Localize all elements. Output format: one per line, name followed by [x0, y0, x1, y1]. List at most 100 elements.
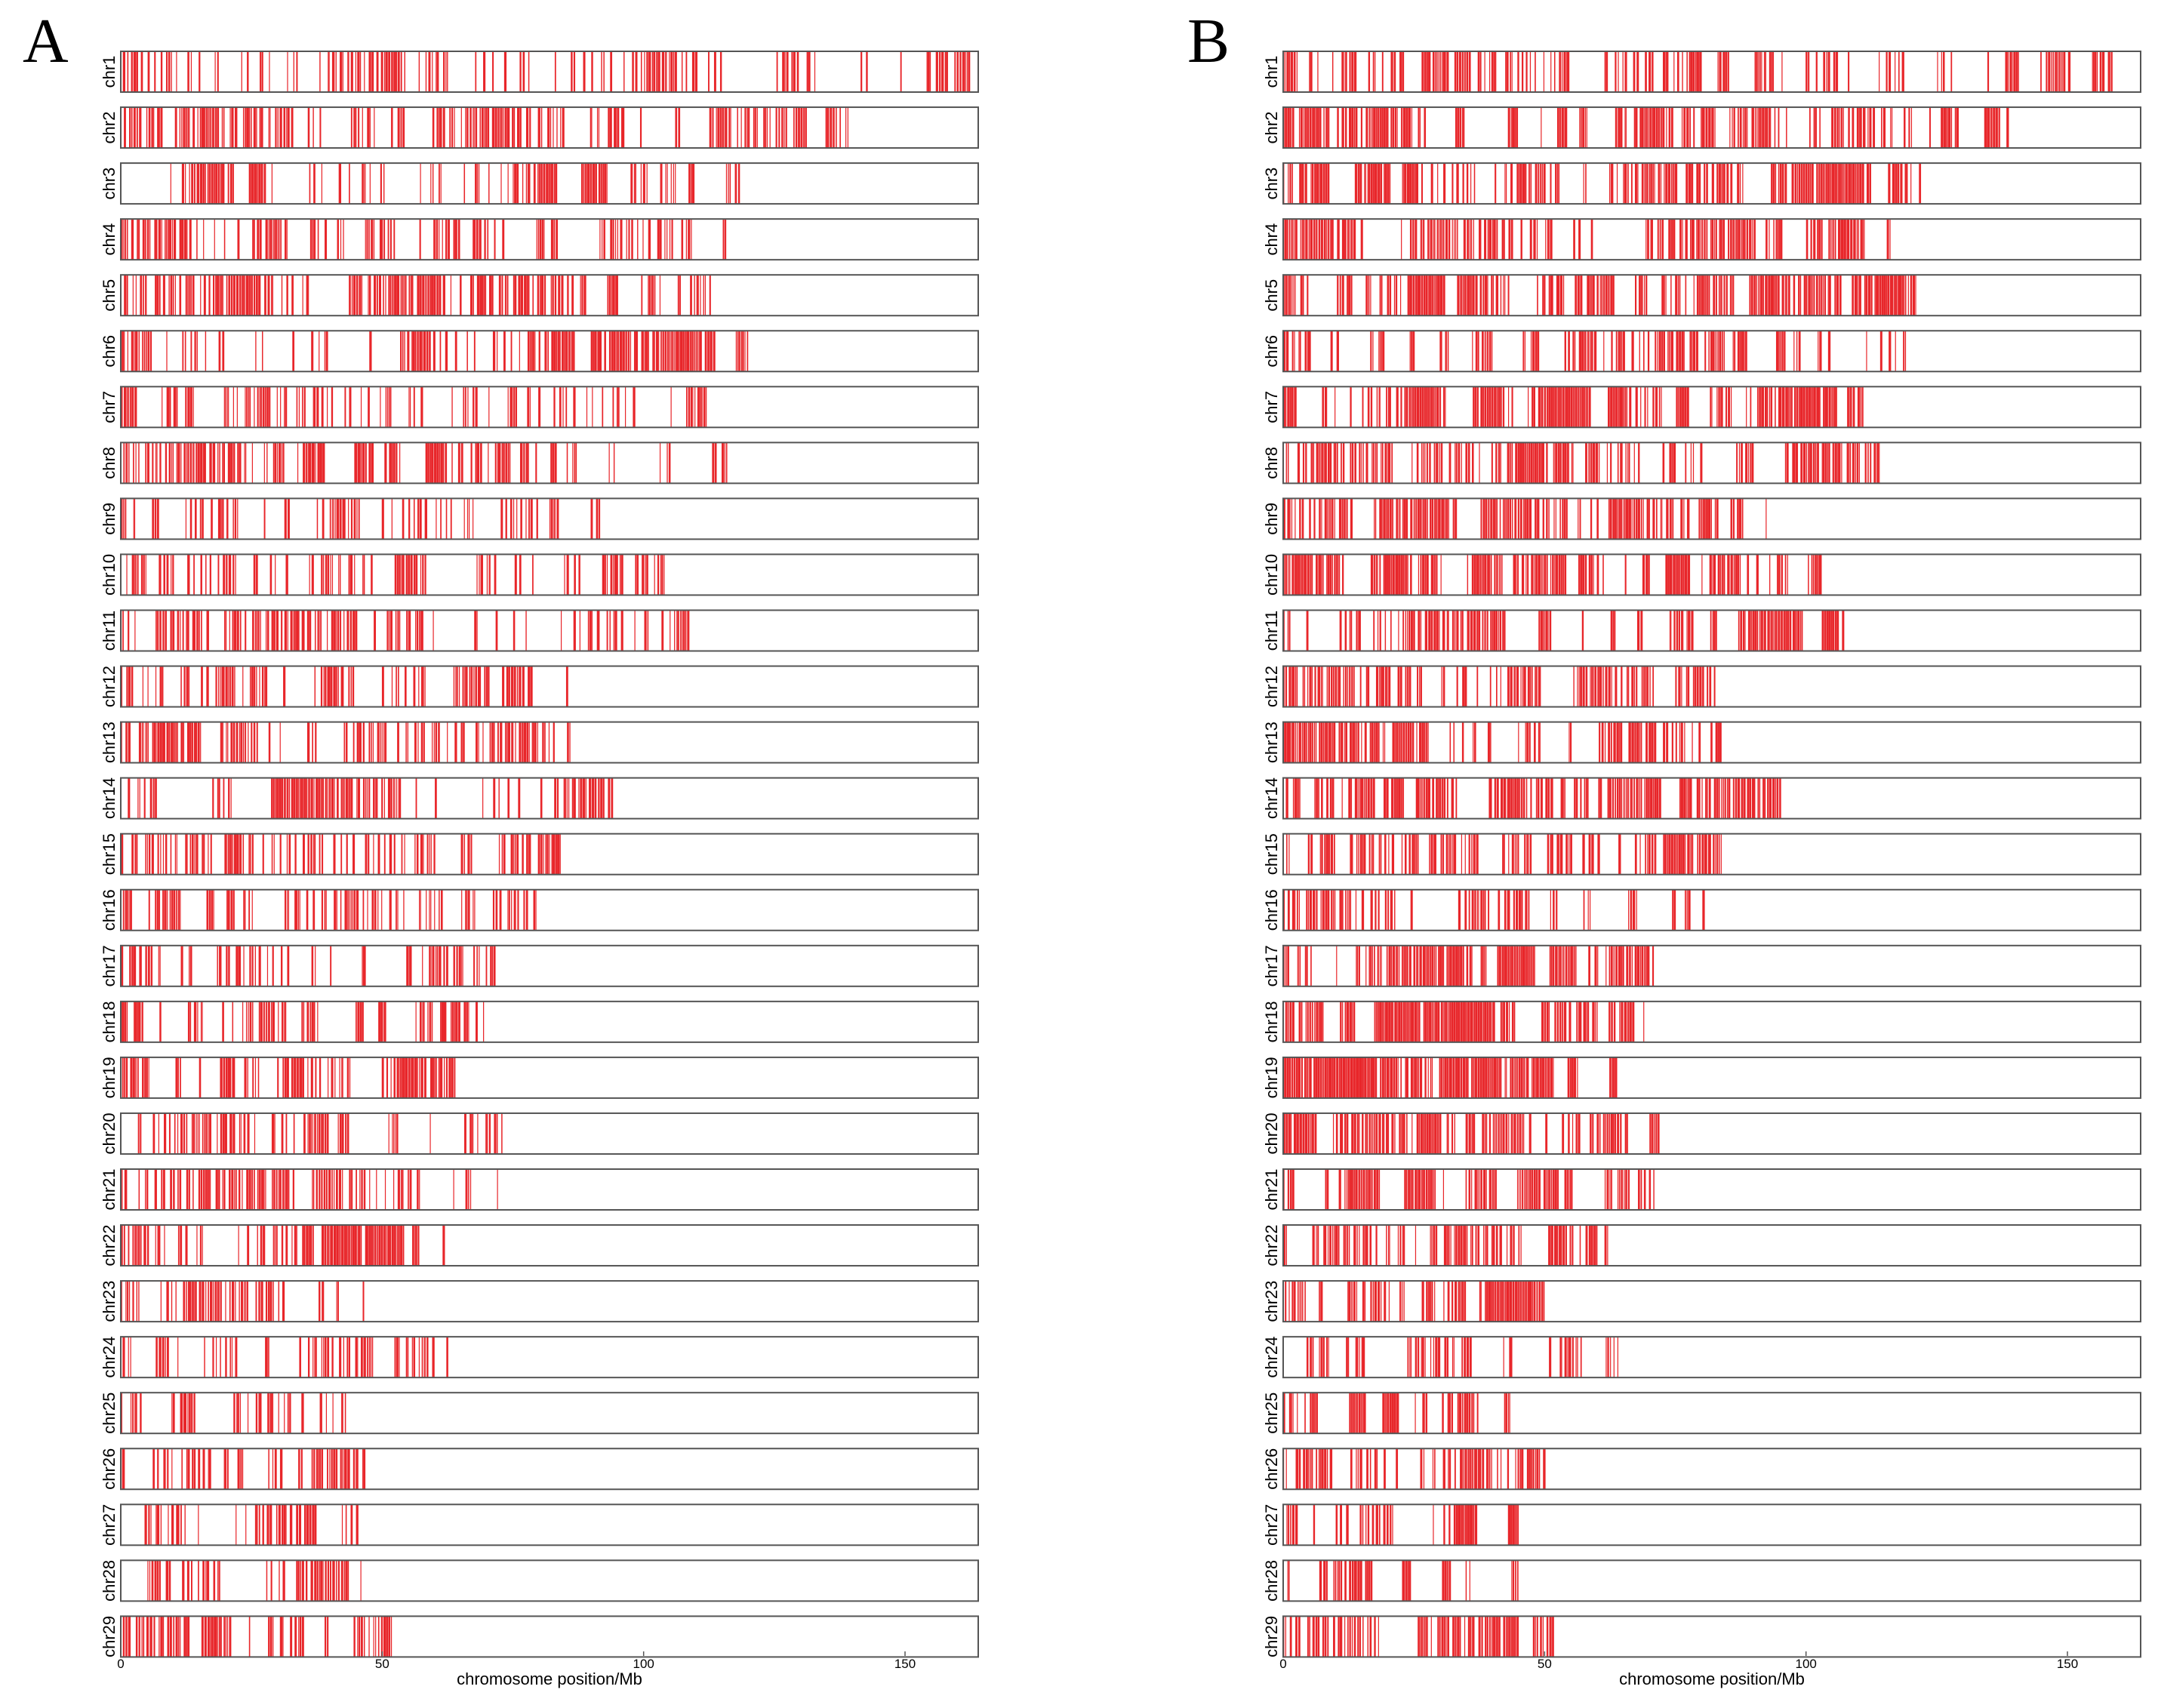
marker-mark: [209, 1113, 211, 1154]
marker-mark: [1876, 442, 1879, 484]
marker-mark: [434, 889, 436, 931]
marker-mark: [375, 777, 377, 819]
marker-mark: [331, 554, 334, 595]
marker-mark: [360, 442, 362, 484]
marker-mark: [358, 1616, 361, 1657]
chromosome-frame: [1282, 721, 2141, 764]
marker-mark: [377, 275, 378, 316]
marker-mark: [127, 1281, 129, 1322]
marker-mark: [1321, 219, 1323, 260]
marker-mark: [168, 1560, 171, 1602]
marker-mark: [1778, 610, 1781, 651]
marker-mark: [311, 331, 314, 372]
marker-mark: [192, 107, 195, 149]
marker-mark: [215, 163, 218, 205]
marker-mark: [156, 1560, 159, 1602]
marker-mark: [1715, 219, 1717, 260]
marker-mark: [284, 1001, 285, 1042]
marker-mark: [218, 777, 220, 819]
marker-mark: [260, 51, 261, 92]
marker-mark: [1286, 777, 1288, 819]
marker-mark: [1563, 498, 1566, 540]
marker-mark: [552, 275, 554, 316]
marker-mark: [125, 219, 127, 260]
marker-mark: [559, 833, 561, 875]
marker-mark: [460, 833, 463, 875]
marker-mark: [571, 777, 574, 819]
marker-mark: [1742, 107, 1744, 149]
marker-mark: [1457, 51, 1459, 92]
marker-mark: [1530, 331, 1532, 372]
marker-mark: [1411, 163, 1415, 205]
marker-mark: [284, 386, 285, 428]
marker-density-chr24: [122, 1337, 448, 1378]
marker-mark: [255, 554, 258, 595]
marker-mark: [1333, 442, 1335, 484]
marker-mark: [223, 1169, 226, 1210]
marker-mark: [1676, 554, 1679, 595]
marker-mark: [319, 107, 322, 149]
marker-mark: [1663, 331, 1665, 372]
marker-mark: [447, 722, 448, 763]
marker-mark: [1493, 219, 1496, 260]
marker-mark: [500, 163, 502, 205]
chromosome-frame: [120, 777, 979, 820]
marker-mark: [229, 610, 230, 651]
marker-mark: [1490, 498, 1492, 540]
marker-mark: [668, 442, 671, 484]
marker-mark: [228, 1057, 232, 1098]
marker-mark: [225, 1337, 227, 1378]
marker-mark: [371, 1337, 374, 1378]
marker-mark: [1876, 275, 1877, 316]
marker-mark: [653, 275, 654, 316]
marker-mark: [477, 163, 479, 205]
marker-mark: [1862, 219, 1864, 260]
marker-mark: [1668, 554, 1670, 595]
marker-mark: [1522, 331, 1525, 372]
marker-mark: [286, 777, 288, 819]
marker-mark: [515, 722, 516, 763]
marker-mark: [135, 1057, 137, 1098]
marker-mark: [325, 1393, 328, 1434]
marker-mark: [360, 386, 362, 428]
marker-mark: [186, 1113, 188, 1154]
marker-mark: [1605, 51, 1608, 92]
marker-mark: [1822, 442, 1825, 484]
marker-mark: [1538, 666, 1539, 707]
marker-mark: [1411, 610, 1413, 651]
marker-mark: [1437, 275, 1440, 316]
marker-mark: [604, 163, 607, 205]
marker-mark: [1305, 219, 1308, 260]
marker-mark: [1539, 722, 1541, 763]
marker-mark: [306, 777, 308, 819]
marker-mark: [1464, 51, 1466, 92]
marker-mark: [284, 498, 287, 540]
marker-mark: [147, 1225, 149, 1266]
marker-mark: [1523, 498, 1525, 540]
marker-mark: [200, 1001, 202, 1042]
marker-mark: [1288, 275, 1291, 316]
marker-mark: [219, 945, 222, 986]
marker-mark: [666, 442, 668, 484]
marker-mark: [1713, 554, 1716, 595]
marker-mark: [1705, 107, 1708, 149]
marker-mark: [1439, 386, 1440, 428]
chromosome-row-chr17: chr17: [100, 944, 979, 987]
marker-mark: [1361, 722, 1362, 763]
marker-mark: [294, 610, 296, 651]
chromosome-label: chr13: [100, 722, 119, 763]
marker-mark: [1383, 498, 1386, 540]
chromosome-label: chr1: [1262, 56, 1281, 88]
marker-mark: [566, 442, 568, 484]
marker-mark: [1708, 498, 1711, 540]
marker-mark: [1415, 498, 1418, 540]
marker-mark: [303, 777, 306, 819]
marker-mark: [656, 51, 658, 92]
marker-mark: [291, 1225, 293, 1266]
marker-mark: [160, 107, 163, 149]
marker-mark: [1737, 331, 1740, 372]
marker-mark: [138, 1281, 140, 1322]
marker-mark: [1588, 554, 1591, 595]
marker-mark: [1580, 554, 1581, 595]
marker-mark: [420, 610, 423, 651]
